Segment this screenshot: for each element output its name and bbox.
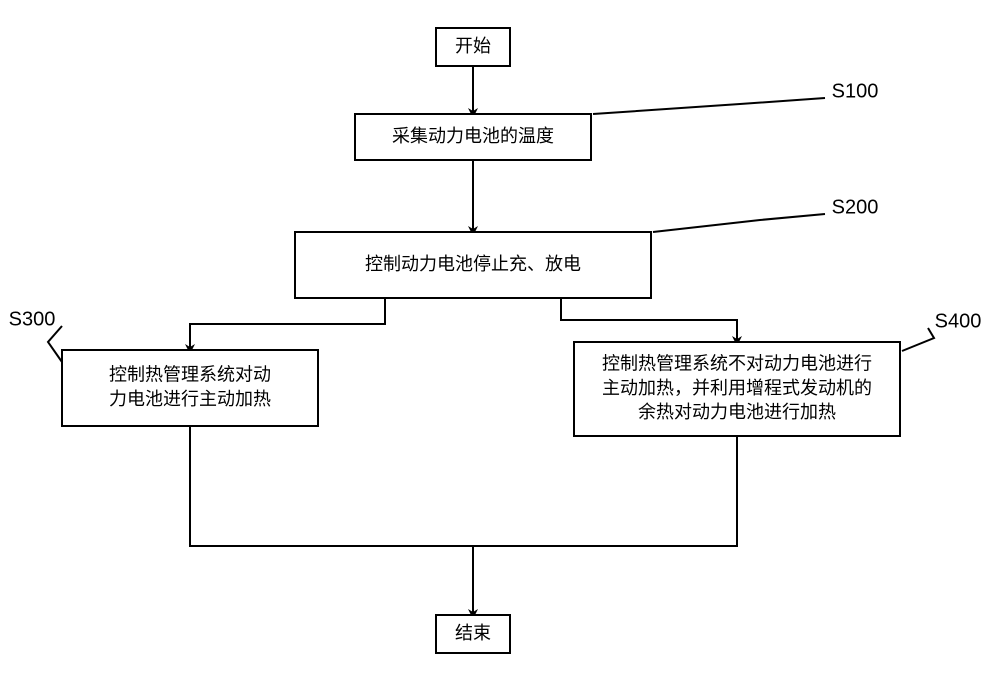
edge-4 [190,426,473,546]
node-s300-line1: 力电池进行主动加热 [109,389,271,409]
callout-s300_tag: S300 [9,308,62,362]
node-end-line0: 结束 [455,623,491,643]
edge-2 [190,298,385,350]
node-s300: 控制热管理系统对动力电池进行主动加热 [62,350,318,426]
edge-3 [561,298,737,342]
nodes: 开始采集动力电池的温度控制动力电池停止充、放电控制热管理系统对动力电池进行主动加… [62,28,900,653]
node-s400-line0: 控制热管理系统不对动力电池进行 [602,353,872,373]
node-start: 开始 [436,28,510,66]
callout-s400_tag: S400 [902,310,981,351]
node-s200: 控制动力电池停止充、放电 [295,232,651,298]
node-s100-line0: 采集动力电池的温度 [392,126,554,146]
callout-s400_tag-label: S400 [935,310,982,332]
node-s200-line0: 控制动力电池停止充、放电 [365,254,581,274]
node-s400-line2: 余热对动力电池进行加热 [638,402,836,422]
callout-s100_tag-label: S100 [832,80,879,102]
node-s300-line0: 控制热管理系统对动 [109,365,271,385]
node-s400: 控制热管理系统不对动力电池进行主动加热，并利用增程式发动机的余热对动力电池进行加… [574,342,900,436]
edge-5 [473,436,737,546]
callout-s200_tag: S200 [653,196,878,232]
node-end: 结束 [436,615,510,653]
callout-s100_tag: S100 [593,80,878,114]
callout-s300_tag-label: S300 [9,308,56,330]
flowchart: 开始采集动力电池的温度控制动力电池停止充、放电控制热管理系统对动力电池进行主动加… [0,0,1000,677]
node-s100: 采集动力电池的温度 [355,114,591,160]
node-start-line0: 开始 [455,36,491,56]
callout-s200_tag-label: S200 [832,196,879,218]
node-s400-line1: 主动加热，并利用增程式发动机的 [602,378,872,398]
